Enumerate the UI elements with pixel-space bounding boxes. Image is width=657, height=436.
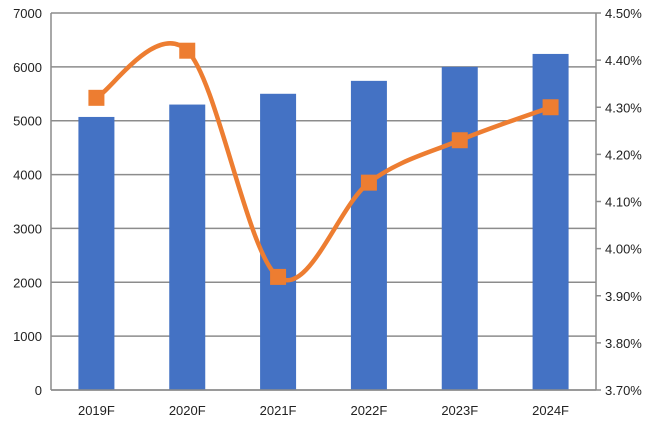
left-tick-label: 6000 (13, 60, 42, 75)
left-tick-label: 5000 (13, 114, 42, 129)
bar-2022F (350, 80, 387, 391)
right-tick-label: 4.00% (605, 242, 642, 257)
growth-line (95, 41, 552, 283)
line-marker-2022F (360, 174, 377, 191)
left-tick-label: 1000 (13, 329, 42, 344)
left-tick-label: 4000 (13, 168, 42, 183)
right-tick-label: 4.30% (605, 100, 642, 115)
line-marker-2020F (179, 42, 196, 59)
left-tick-label: 7000 (13, 6, 42, 21)
bar-2021F (260, 93, 297, 391)
bar-2023F (441, 66, 478, 390)
left-tick-label: 2000 (13, 275, 42, 290)
line-marker-2023F (451, 132, 468, 149)
left-tick-label: 0 (35, 383, 42, 398)
right-tick-label: 3.90% (605, 289, 642, 304)
right-tick-label: 3.80% (605, 336, 642, 351)
left-tick-label: 3000 (13, 221, 42, 236)
x-tick-label: 2022F (350, 403, 387, 418)
x-tick-label: 2019F (78, 403, 115, 418)
line-marker-2021F (270, 268, 287, 285)
bar-2019F (78, 116, 115, 391)
line-marker-2024F (542, 99, 559, 116)
right-tick-label: 4.40% (605, 53, 642, 68)
bar-2020F (169, 104, 206, 391)
line-marker-2019F (88, 89, 105, 106)
x-tick-label: 2023F (441, 403, 478, 418)
x-tick-label: 2020F (169, 403, 206, 418)
right-tick-label: 4.10% (605, 195, 642, 210)
right-tick-label: 4.50% (605, 6, 642, 21)
right-tick-label: 3.70% (605, 383, 642, 398)
right-tick-label: 4.20% (605, 147, 642, 162)
x-tick-label: 2024F (532, 403, 569, 418)
x-tick-label: 2021F (260, 403, 297, 418)
